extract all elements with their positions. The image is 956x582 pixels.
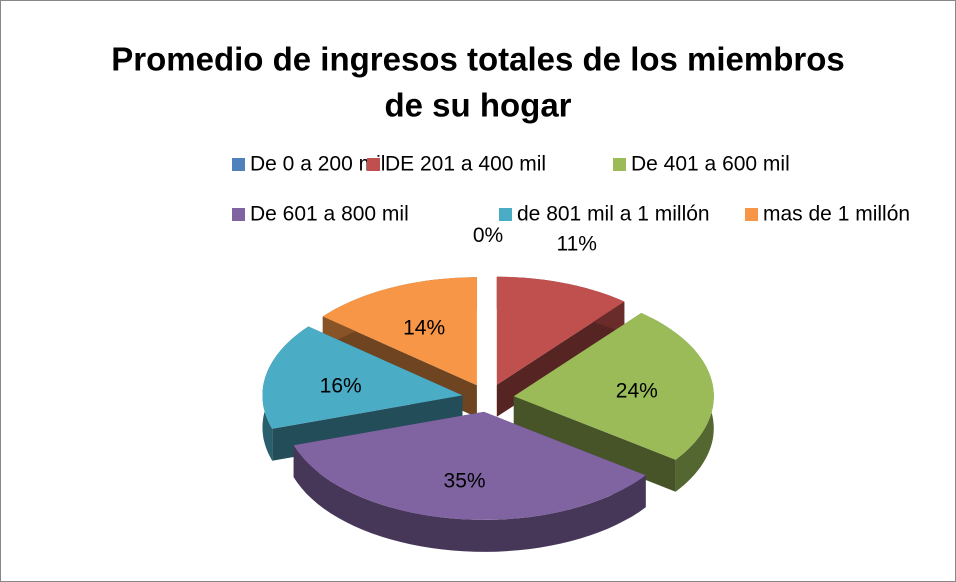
legend-label: mas de 1 millón xyxy=(763,203,910,226)
legend-label: DE 201 a 400 mil xyxy=(385,153,546,176)
data-label: 24% xyxy=(616,379,658,402)
data-label: 11% xyxy=(557,232,597,255)
pie-tops xyxy=(262,276,714,520)
data-label: 14% xyxy=(403,316,445,339)
chart-title: de su hogar xyxy=(384,87,571,124)
legend-swatch xyxy=(232,158,245,171)
data-label: 16% xyxy=(320,374,362,397)
legend-label: De 0 a 200 mil xyxy=(250,153,385,176)
data-label: 35% xyxy=(444,470,486,493)
legend-label: de 801 mil a 1 millón xyxy=(517,203,710,226)
legend-swatch xyxy=(499,208,512,221)
legend-swatch xyxy=(367,158,380,171)
legend-swatch xyxy=(613,158,626,171)
slice-outer-wall xyxy=(293,445,646,552)
legend-swatch xyxy=(745,208,758,221)
pie-slice xyxy=(293,411,646,520)
legend-label: De 601 a 800 mil xyxy=(250,203,409,226)
legend-label: De 401 a 600 mil xyxy=(631,153,790,176)
pie-slice xyxy=(322,277,477,386)
pie-slice xyxy=(513,313,714,460)
data-label: 0% xyxy=(473,224,503,247)
chart-title: Promedio de ingresos totales de los miem… xyxy=(111,41,845,78)
pie-slice xyxy=(496,276,625,385)
legend-swatch xyxy=(232,208,245,221)
slice-radial-wall xyxy=(513,396,676,492)
pie-slice xyxy=(262,326,463,429)
